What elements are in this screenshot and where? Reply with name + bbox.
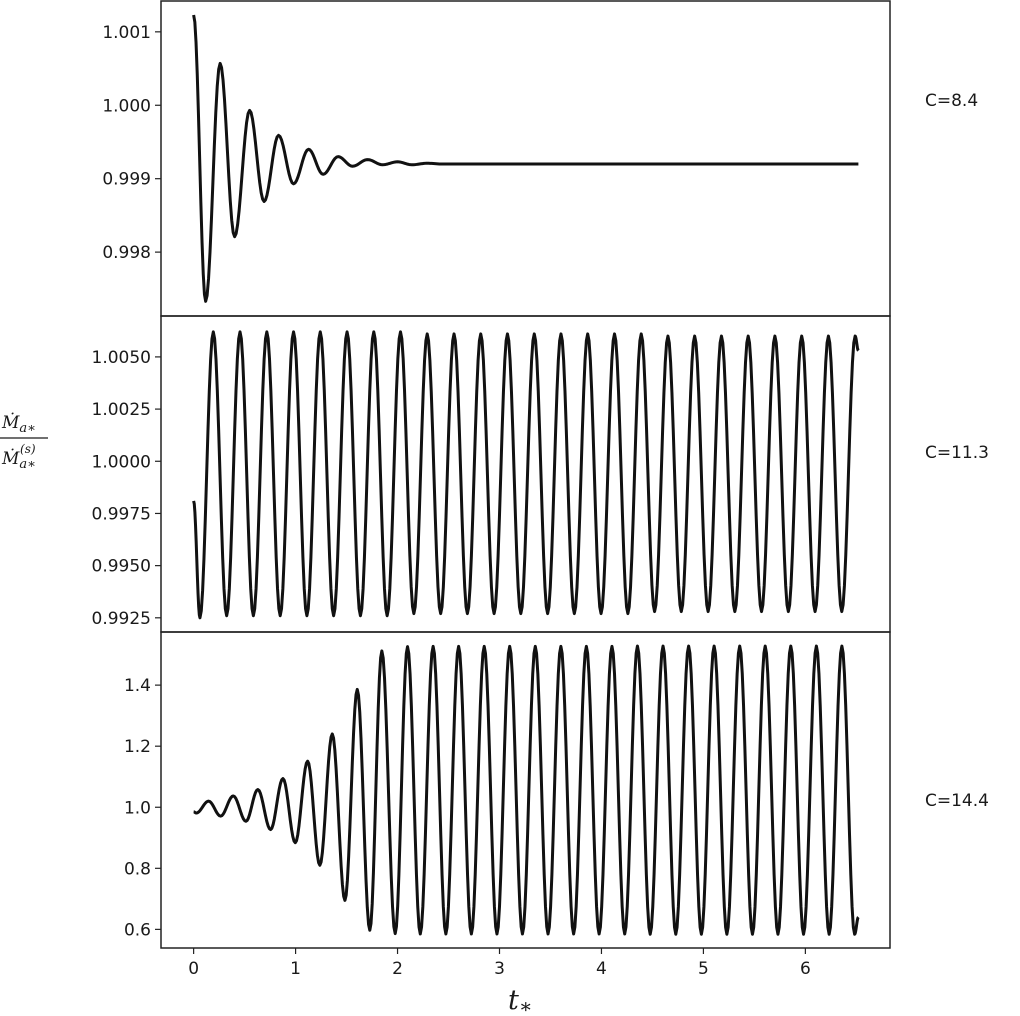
panel-label: C=8.4 — [925, 91, 978, 111]
x-axis-label: t∗ — [508, 985, 532, 1016]
x-tick-label: 4 — [596, 959, 607, 979]
series-line — [192, 330, 860, 620]
panel-3: 1.4 1.2 1.0 0.8 0.6 C=14.4 — [124, 631, 989, 949]
y-tick-label: 1.2 — [124, 737, 151, 757]
panel-label: C=11.3 — [925, 443, 989, 463]
y-label-denominator: Ṁa∗(s) — [1, 442, 36, 472]
y-tick-label: 1.4 — [124, 676, 151, 696]
panel-1: 1.001 1.000 0.999 0.998 C=8.4 — [102, 0, 978, 317]
y-label-numerator: Ṁa∗ — [1, 412, 36, 436]
x-axis: 0 1 2 3 4 5 6 — [188, 948, 811, 979]
panels: 1.0011.0000.9990.998C=8.41.00501.00251.0… — [92, 0, 989, 949]
y-tick-label: 0.9950 — [92, 557, 151, 577]
x-tick-label: 5 — [698, 959, 709, 979]
y-tick-label: 1.0 — [124, 798, 151, 818]
y-tick-label: 0.9925 — [92, 609, 151, 629]
y-tick-label: 0.9975 — [92, 504, 151, 524]
y-tick-label: 0.999 — [102, 170, 151, 190]
y-tick-label: 1.0025 — [92, 400, 151, 420]
x-tick-label: 0 — [188, 959, 199, 979]
panel-2: 1.0050 1.0025 1.0000 0.9975 0.9950 0.9925 C=11… — [92, 315, 989, 633]
x-tick-label: 2 — [392, 959, 403, 979]
x-tick-label: 1 — [290, 959, 301, 979]
y-tick-label: 1.001 — [102, 23, 151, 43]
y-tick-label: 0.6 — [124, 920, 151, 940]
y-tick-label: 1.0000 — [92, 452, 151, 472]
y-tick-label: 1.000 — [102, 96, 151, 116]
x-tick-label: 3 — [494, 959, 505, 979]
panel-label: C=14.4 — [925, 791, 989, 811]
series-line — [192, 644, 860, 936]
y-tick-label: 1.0050 — [92, 348, 151, 368]
y-tick-label: 0.998 — [102, 243, 151, 263]
series-line — [192, 14, 859, 303]
y-axis-label: Ṁa∗ Ṁa∗(s) — [0, 412, 48, 472]
panel-frame — [160, 0, 891, 317]
x-tick-label: 6 — [800, 959, 811, 979]
panel-frame — [160, 631, 891, 949]
y-tick-label: 0.8 — [124, 859, 151, 879]
